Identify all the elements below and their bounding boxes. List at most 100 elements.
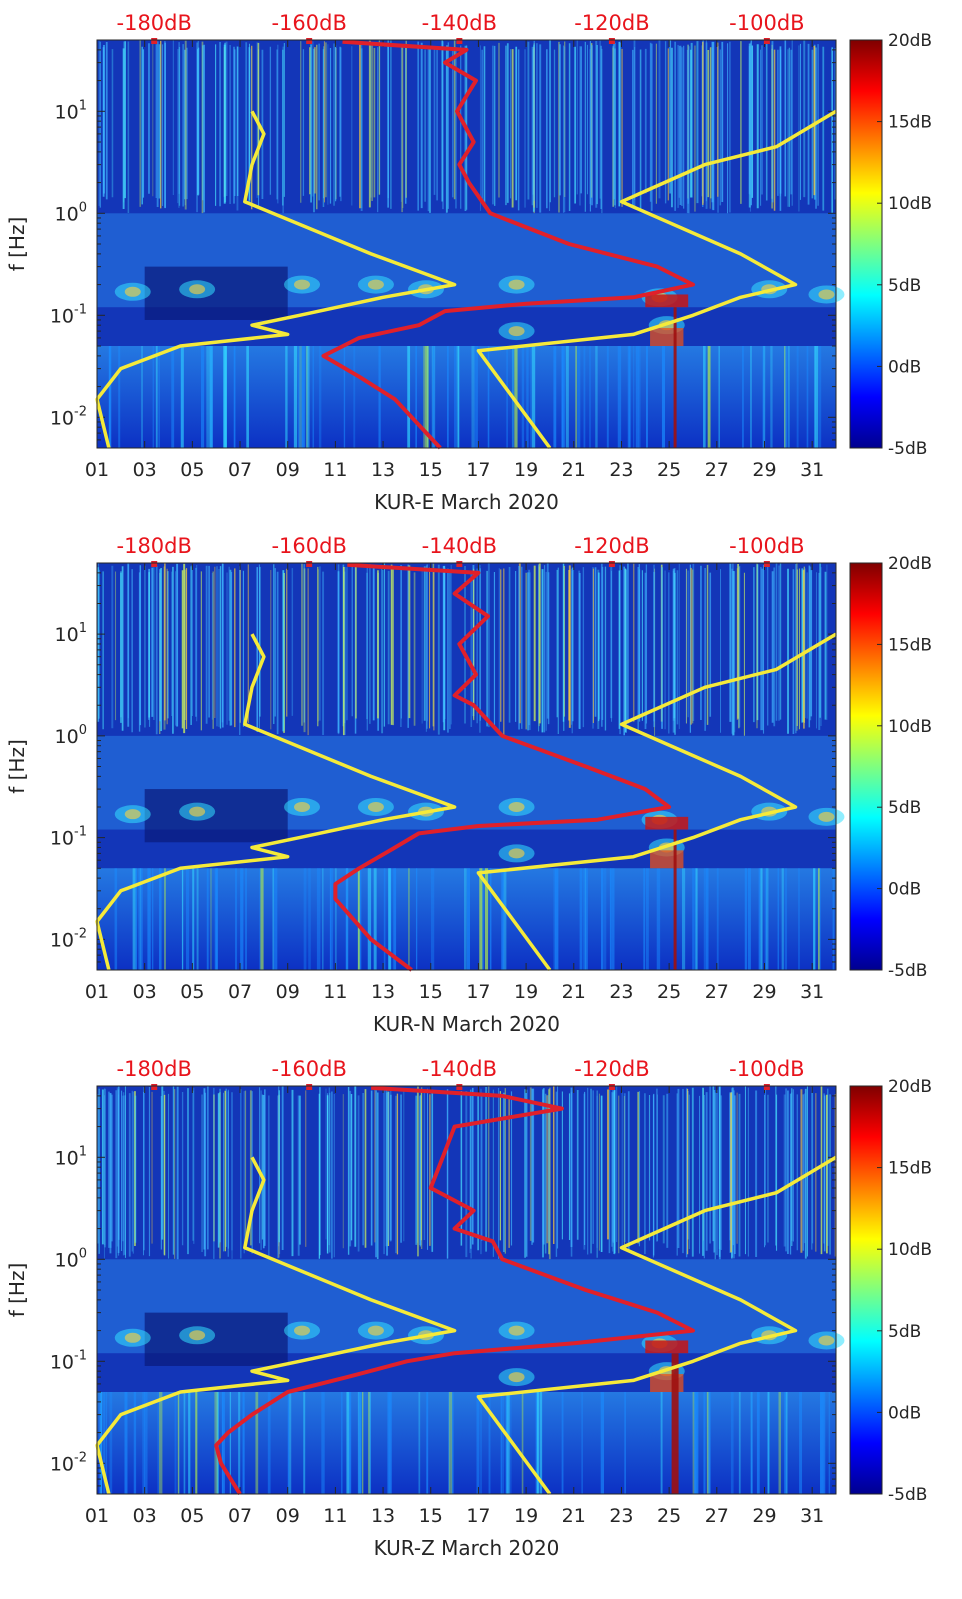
spectrogram-blob-core xyxy=(818,811,835,822)
x-axis: 01 03 05 07 09 11 13 15 17 19 21 23 25 27 29 31 KUR-N Ma… xyxy=(85,563,824,1036)
x-tick-label: 23 xyxy=(609,459,633,481)
x-tick-label: 27 xyxy=(705,981,729,1003)
x-tick-label: 19 xyxy=(514,1505,538,1527)
y-tick-label: 10-1 xyxy=(50,1348,87,1373)
x-tick-label: 25 xyxy=(657,981,681,1003)
x-tick-label: 15 xyxy=(419,459,443,481)
top-db-tick xyxy=(151,561,158,567)
psd-line xyxy=(321,39,695,450)
x-tick-label: 25 xyxy=(657,1505,681,1527)
spectrogram-blob-core xyxy=(189,1330,206,1341)
y-tick-label: 101 xyxy=(55,621,87,646)
y-tick-exponent: -2 xyxy=(74,1450,87,1465)
top-db-label: -180dB xyxy=(117,534,192,558)
spectrogram-blob-core xyxy=(508,326,525,337)
spectrogram-blob-core xyxy=(124,286,141,297)
top-db-tick xyxy=(608,561,615,567)
top-db-tick xyxy=(306,561,313,567)
spectrogram-blob-core xyxy=(189,806,206,817)
spectrogram-blob-core xyxy=(189,284,206,295)
x-tick-label: 03 xyxy=(133,459,157,481)
top-db-tick xyxy=(608,38,615,44)
x-tick-label: 21 xyxy=(562,1505,586,1527)
x-tick-label: 31 xyxy=(800,981,824,1003)
spectrogram-quiet-region xyxy=(144,789,288,843)
colorbar-tick-label: 20dB xyxy=(888,31,932,51)
spectrogram-lowband xyxy=(97,1392,836,1494)
psd-line xyxy=(333,562,672,972)
top-db-tick xyxy=(456,1084,463,1090)
y-tick-exponent: 0 xyxy=(79,723,87,738)
spectrogram-lowband xyxy=(97,346,836,448)
top-db-label: -140dB xyxy=(422,1057,497,1081)
colorbar-gradient xyxy=(849,39,883,449)
colorbar-tick-label: 5dB xyxy=(888,798,921,818)
colorbar-tick-label: 15dB xyxy=(888,1159,932,1179)
high-noise-model-line xyxy=(476,632,837,972)
x-tick-label: 21 xyxy=(562,459,586,481)
y-tick-base: 10 xyxy=(55,1249,79,1271)
x-tick-label: 23 xyxy=(609,981,633,1003)
x-tick-label: 13 xyxy=(371,1505,395,1527)
high-noise-model-line xyxy=(476,109,837,450)
spectrogram-blob-core xyxy=(294,801,311,812)
x-tick-label: 05 xyxy=(180,1505,204,1527)
colorbar-tick-label: 15dB xyxy=(888,635,932,655)
y-tick-label: 101 xyxy=(55,1144,87,1169)
x-tick-label: 17 xyxy=(466,459,490,481)
colorbar: 20dB 15dB 10dB 5dB 0dB -5dB xyxy=(849,554,932,981)
x-tick-label: 31 xyxy=(800,459,824,481)
top-db-label: -120dB xyxy=(574,1057,649,1081)
spectrogram-lowband xyxy=(97,868,836,970)
x-tick-label: 29 xyxy=(752,1505,776,1527)
x-tick-label: 01 xyxy=(85,459,109,481)
x-tick-label: 29 xyxy=(752,459,776,481)
top-db-tick xyxy=(151,38,158,44)
top-db-tick xyxy=(763,1084,770,1090)
top-db-label: -100dB xyxy=(729,11,804,35)
top-db-axis: -180dB -160dB -140dB -120dB -100dB xyxy=(117,534,805,567)
y-tick-label: 100 xyxy=(55,1246,87,1271)
colorbar-tick-label: 20dB xyxy=(888,554,932,574)
spectrogram-blob-core xyxy=(508,279,525,290)
x-tick-label: 03 xyxy=(133,1505,157,1527)
x-tick-label: 07 xyxy=(228,459,252,481)
x-tick-label: 19 xyxy=(514,981,538,1003)
x-tick-label: 21 xyxy=(562,981,586,1003)
x-tick-label: 19 xyxy=(514,459,538,481)
colorbar-tick-label: 5dB xyxy=(888,1322,921,1342)
x-tick-label: 09 xyxy=(276,1505,300,1527)
y-tick-label: 100 xyxy=(55,200,87,225)
top-db-label: -180dB xyxy=(117,1057,192,1081)
y-tick-base: 10 xyxy=(50,407,74,429)
x-tick-label: 01 xyxy=(85,981,109,1003)
spectrogram-event xyxy=(645,294,689,308)
colorbar-tick-label: -5dB xyxy=(888,439,927,459)
colorbar-tick-label: 10dB xyxy=(888,717,932,737)
x-tick-label: 15 xyxy=(419,1505,443,1527)
axes-frame xyxy=(96,39,837,449)
x-tick-label: 01 xyxy=(85,1505,109,1527)
spectrogram-blob-core xyxy=(818,1335,835,1346)
x-tick-label: 23 xyxy=(609,1505,633,1527)
y-tick-base: 10 xyxy=(55,203,79,225)
y-tick-exponent: -1 xyxy=(74,302,87,317)
y-tick-base: 10 xyxy=(50,1351,74,1373)
spectrogram-blob-core xyxy=(294,1325,311,1336)
top-db-tick xyxy=(763,561,770,567)
x-tick-label: 31 xyxy=(800,1505,824,1527)
y-axis-label: f [Hz] xyxy=(5,739,29,794)
low-noise-model-line xyxy=(95,1156,457,1495)
y-tick-exponent: -2 xyxy=(74,926,87,941)
colorbar: 20dB 15dB 10dB 5dB 0dB -5dB xyxy=(849,31,932,459)
y-tick-exponent: -2 xyxy=(74,404,87,419)
colorbar-tick-label: 20dB xyxy=(888,1077,932,1097)
spectrogram-image xyxy=(96,1086,845,1494)
x-tick-label: 13 xyxy=(371,459,395,481)
spectrogram-blob-core xyxy=(367,279,384,290)
x-axis-label: KUR-Z March 2020 xyxy=(374,1536,560,1560)
spectrogram-blob-core xyxy=(124,809,141,820)
